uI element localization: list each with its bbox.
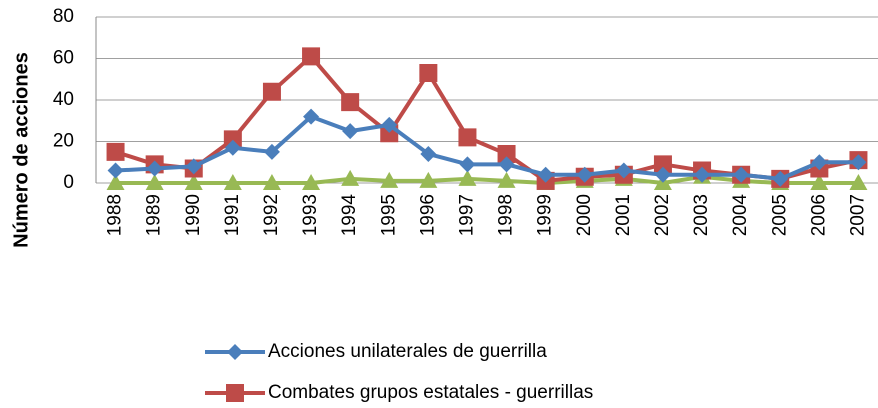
marker (302, 174, 321, 190)
marker (262, 174, 281, 190)
marker (381, 116, 398, 133)
y-tick-label: 40 (53, 89, 74, 110)
marker (107, 162, 124, 179)
marker (262, 82, 281, 101)
marker (341, 93, 360, 112)
x-tick-label: 1997 (456, 194, 477, 236)
marker (419, 64, 438, 83)
marker (106, 142, 125, 161)
marker (810, 174, 829, 190)
marker (850, 154, 867, 171)
marker (263, 143, 280, 160)
marker (849, 174, 868, 190)
marker (615, 162, 632, 179)
marker (811, 154, 828, 171)
marker (106, 174, 125, 190)
marker (224, 139, 241, 156)
marker (146, 160, 163, 177)
marker (341, 169, 360, 186)
x-tick-label: 1996 (417, 194, 438, 236)
series-line (114, 54, 859, 183)
x-tick-label: 2002 (652, 194, 673, 236)
marker (223, 174, 242, 190)
x-tick-label: 1992 (261, 194, 282, 236)
marker (497, 144, 516, 163)
x-tick-label: 2007 (847, 194, 868, 236)
marker (576, 166, 593, 183)
marker (303, 108, 320, 125)
marker (419, 171, 438, 188)
x-tick-label: 2001 (613, 194, 634, 236)
x-tick-label: 1990 (183, 194, 204, 236)
x-tick-label: 2004 (730, 194, 751, 237)
x-tick-label: 1998 (496, 194, 517, 236)
marker (497, 171, 516, 188)
marker (653, 155, 672, 174)
marker (654, 166, 671, 183)
marker (458, 128, 477, 147)
x-tick-label: 1991 (222, 194, 243, 236)
marker (184, 174, 203, 190)
marker (223, 130, 242, 149)
x-tick-label: 1994 (339, 194, 360, 237)
y-tick-label: 60 (53, 48, 74, 69)
marker (380, 171, 399, 188)
marker (185, 158, 202, 175)
marker (459, 156, 476, 173)
x-tick-label: 1995 (378, 194, 399, 236)
y-tick-label: 80 (53, 6, 74, 27)
marker (145, 174, 164, 190)
x-tick-label: 2006 (808, 194, 829, 236)
marker (227, 344, 243, 360)
legend-label: Acciones unilaterales de guerrilla (268, 341, 547, 362)
y-tick-label: 20 (53, 131, 74, 152)
marker (733, 166, 750, 183)
marker (342, 123, 359, 140)
x-tick-label: 1989 (144, 194, 165, 236)
x-tick-label: 1999 (535, 194, 556, 236)
marker (694, 166, 711, 183)
marker (458, 169, 477, 186)
y-tick-label: 0 (63, 172, 74, 193)
x-tick-label: 2000 (574, 194, 595, 236)
x-tick-label: 1993 (300, 194, 321, 236)
x-tick-label: 2003 (691, 194, 712, 236)
marker (498, 156, 515, 173)
legend-label: Combates grupos estatales - guerrillas (268, 382, 593, 403)
marker (226, 384, 244, 402)
x-tick-label: 1988 (105, 194, 126, 236)
marker (772, 170, 789, 187)
marker (537, 166, 554, 183)
y-axis-label: Número de acciones (10, 52, 32, 248)
x-tick-label: 2005 (769, 194, 790, 236)
marker (420, 145, 437, 162)
marker (302, 47, 321, 66)
